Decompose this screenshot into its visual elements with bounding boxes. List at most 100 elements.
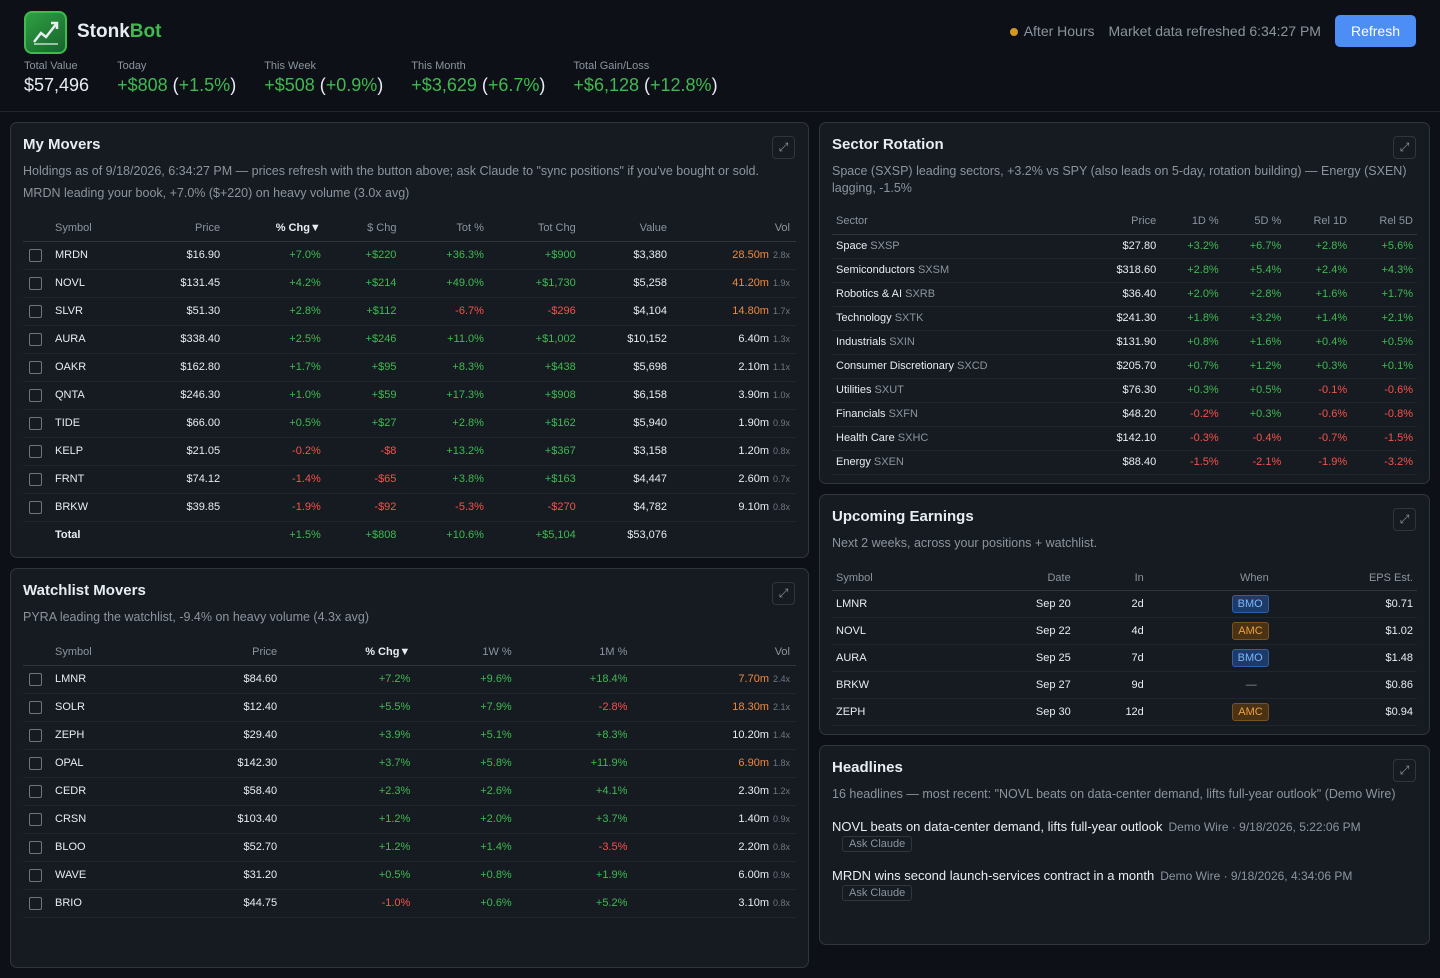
col-header[interactable]: 1D % [1160, 209, 1223, 235]
table-row[interactable]: Health Care SXHC $142.10 -0.3% -0.4% -0.7% -1… [832, 426, 1417, 451]
table-row[interactable]: TIDE $66.00 +0.5% +$27 +2.8% +$162 $5,940 1.90m… [23, 409, 796, 438]
row-checkbox[interactable] [29, 672, 42, 686]
row-checkbox[interactable] [29, 500, 42, 514]
row-checkbox[interactable] [29, 444, 42, 458]
symbol-cell[interactable]: WAVE [49, 861, 163, 890]
table-row[interactable]: LMNR $84.60 +7.2% +9.6% +18.4% 7.70m 2.4x [23, 665, 796, 694]
table-row[interactable]: Space SXSP $27.80 +3.2% +6.7% +2.8% +5.6% [832, 234, 1417, 259]
refresh-button[interactable]: Refresh [1334, 15, 1416, 47]
expand-icon[interactable]: ⤢ [772, 582, 795, 605]
symbol-cell[interactable]: MRDN [49, 241, 135, 270]
table-row[interactable]: OAKR $162.80 +1.7% +$95 +8.3% +$438 $5,698 2.10… [23, 353, 796, 382]
ask-claude-button[interactable]: Ask Claude [842, 836, 913, 852]
table-row[interactable]: Consumer Discretionary SXCD $205.70 +0.7% +… [832, 354, 1417, 379]
table-row[interactable]: SLVR $51.30 +2.8% +$112 -6.7% -$296 $4,104 14.8… [23, 297, 796, 326]
col-header[interactable]: 5D % [1222, 209, 1286, 235]
table-row[interactable]: LMNR Sep 20 2d BMO $0.71 [832, 590, 1417, 618]
col-header[interactable]: Symbol [49, 640, 163, 666]
table-row[interactable]: ZEPH Sep 30 12d AMC $0.94 [832, 698, 1417, 726]
col-header[interactable]: In [1074, 565, 1148, 591]
table-row[interactable]: FRNT $74.12 -1.4% -$65 +3.8% +$163 $4,447 2.60m… [23, 465, 796, 494]
expand-icon[interactable]: ⤢ [1393, 507, 1416, 531]
table-row[interactable]: MRDN $16.90 +7.0% +$220 +36.3% +$900 $3,380 28.… [23, 241, 796, 270]
col-header[interactable]: 1W % [416, 640, 518, 666]
table-row[interactable]: ZEPH $29.40 +3.9% +5.1% +8.3% 10.20m 1.4x [23, 721, 796, 750]
col-header[interactable]: When [1147, 565, 1273, 591]
symbol-cell[interactable]: ZEPH [49, 721, 163, 750]
table-row[interactable]: Utilities SXUT $76.30 +0.3% +0.5% -0.1% -0.6% [832, 378, 1417, 403]
row-checkbox[interactable] [29, 472, 42, 486]
table-row[interactable]: BRIO $44.75 -1.0% +0.6% +5.2% 3.10m 0.8x [23, 889, 796, 918]
col-header[interactable]: Date [955, 565, 1075, 591]
col-header[interactable]: Vol [673, 216, 796, 242]
table-row[interactable]: OPAL $142.30 +3.7% +5.8% +11.9% 6.90m 1.8x [23, 749, 796, 778]
table-row[interactable]: Robotics & AI SXRB $36.40 +2.0% +2.8% +1.6% +… [832, 282, 1417, 307]
symbol-cell[interactable]: KELP [49, 437, 135, 466]
row-checkbox[interactable] [29, 756, 42, 770]
col-header[interactable]: Rel 5D [1351, 209, 1417, 235]
col-header[interactable]: 1M % [517, 640, 634, 666]
table-row[interactable]: BLOO $52.70 +1.2% +1.4% -3.5% 2.20m 0.8x [23, 833, 796, 862]
col-header[interactable]: % Chg▼ [283, 640, 417, 666]
table-row[interactable]: BRKW $39.85 -1.9% -$92 -5.3% -$270 $4,782 9.10m… [23, 493, 796, 522]
col-header[interactable]: Value [581, 216, 673, 242]
table-row[interactable]: AURA Sep 25 7d BMO $1.48 [832, 644, 1417, 672]
row-checkbox[interactable] [29, 416, 42, 430]
row-checkbox[interactable] [29, 304, 42, 318]
row-checkbox[interactable] [29, 896, 42, 910]
table-row[interactable]: WAVE $31.20 +0.5% +0.8% +1.9% 6.00m 0.9x [23, 861, 796, 890]
row-checkbox[interactable] [29, 332, 42, 346]
col-header[interactable]: Symbol [832, 565, 956, 591]
symbol-cell[interactable]: LMNR [49, 665, 163, 694]
col-header[interactable]: Price [134, 216, 227, 242]
row-checkbox[interactable] [29, 700, 42, 714]
symbol-cell[interactable]: AURA [49, 325, 135, 354]
symbol-cell[interactable]: SOLR [49, 693, 163, 722]
symbol-cell[interactable]: BRKW [49, 493, 135, 522]
col-header[interactable]: Tot Chg [489, 216, 582, 242]
headline-title[interactable]: MRDN wins second launch-services contrac… [832, 868, 1155, 883]
col-header[interactable]: Vol [633, 640, 796, 666]
row-checkbox[interactable] [29, 728, 42, 742]
row-checkbox[interactable] [29, 248, 42, 262]
col-header[interactable]: Symbol [49, 216, 135, 242]
table-row[interactable]: BRKW Sep 27 9d — $0.86 [832, 671, 1417, 699]
table-row[interactable]: Industrials SXIN $131.90 +0.8% +1.6% +0.4% +0… [832, 330, 1417, 355]
headline-item[interactable]: MRDN wins second launch-services contrac… [832, 868, 1417, 901]
table-row[interactable]: SOLR $12.40 +5.5% +7.9% -2.8% 18.30m 2.1x [23, 693, 796, 722]
col-header[interactable]: Price [1084, 209, 1161, 235]
symbol-cell[interactable]: OPAL [49, 749, 163, 778]
table-row[interactable]: Technology SXTK $241.30 +1.8% +3.2% +1.4% +2.… [832, 306, 1417, 331]
symbol-cell[interactable]: QNTA [49, 381, 135, 410]
headline-item[interactable]: NOVL beats on data-center demand, lifts … [832, 819, 1417, 852]
symbol-cell[interactable]: CRSN [49, 805, 163, 834]
symbol-cell[interactable]: BRIO [49, 889, 163, 918]
symbol-cell[interactable]: OAKR [49, 353, 135, 382]
symbol-cell[interactable]: CEDR [49, 777, 163, 806]
col-header[interactable]: Rel 1D [1285, 209, 1352, 235]
expand-icon[interactable]: ⤢ [1393, 759, 1416, 782]
row-checkbox[interactable] [29, 360, 42, 374]
col-header[interactable]: Tot % [402, 216, 490, 242]
table-row[interactable]: Energy SXEN $88.40 -1.5% -2.1% -1.9% -3.2% [832, 450, 1417, 475]
symbol-cell[interactable]: BLOO [49, 833, 163, 862]
row-checkbox[interactable] [29, 388, 42, 402]
symbol-cell[interactable]: NOVL [49, 269, 135, 298]
table-row[interactable]: NOVL Sep 22 4d AMC $1.02 [832, 617, 1417, 645]
col-header[interactable]: $ Chg [326, 216, 403, 242]
table-row[interactable]: CRSN $103.40 +1.2% +2.0% +3.7% 1.40m 0.9x [23, 805, 796, 834]
table-row[interactable]: CEDR $58.40 +2.3% +2.6% +4.1% 2.30m 1.2x [23, 777, 796, 806]
table-row[interactable]: KELP $21.05 -0.2% -$8 +13.2% +$367 $3,158 1.20m… [23, 437, 796, 466]
table-row[interactable]: NOVL $131.45 +4.2% +$214 +49.0% +$1,730 $5,258… [23, 269, 796, 298]
row-checkbox[interactable] [29, 868, 42, 882]
table-row[interactable]: QNTA $246.30 +1.0% +$59 +17.3% +$908 $6,158 3.9… [23, 381, 796, 410]
table-row[interactable]: Semiconductors SXSM $318.60 +2.8% +5.4% +2.4… [832, 258, 1417, 283]
symbol-cell[interactable]: SLVR [49, 297, 135, 326]
col-header[interactable]: Sector [832, 209, 1085, 235]
col-header[interactable]: EPS Est. [1272, 565, 1417, 591]
row-checkbox[interactable] [29, 784, 42, 798]
col-header[interactable]: Price [162, 640, 284, 666]
row-checkbox[interactable] [29, 276, 42, 290]
symbol-cell[interactable]: FRNT [49, 465, 135, 494]
expand-icon[interactable]: ⤢ [1393, 136, 1416, 159]
